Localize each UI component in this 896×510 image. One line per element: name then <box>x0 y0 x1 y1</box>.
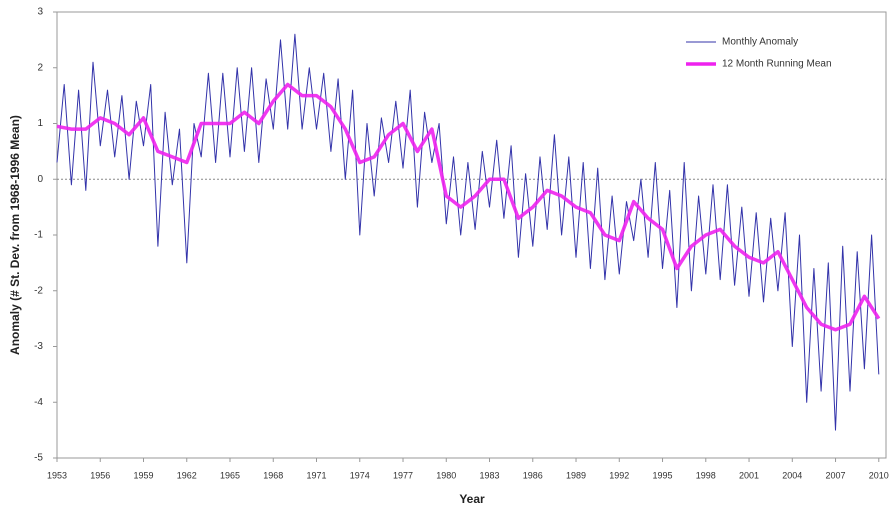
x-tick-label: 1974 <box>350 470 370 480</box>
x-tick-label: 1980 <box>436 470 456 480</box>
x-tick-label: 1962 <box>177 470 197 480</box>
x-tick-label: 2010 <box>869 470 889 480</box>
running-mean-line <box>56 82 881 332</box>
x-tick-label: 2007 <box>826 470 846 480</box>
x-tick-label: 1953 <box>47 470 67 480</box>
y-tick-label: -3 <box>34 341 43 352</box>
x-tick-label: 1977 <box>393 470 413 480</box>
y-axis-title: Anomaly (# St. Dev. from 1968-1996 Mean) <box>8 115 22 355</box>
legend-label: 12 Month Running Mean <box>722 59 832 70</box>
x-tick-label: 1971 <box>306 470 326 480</box>
x-tick-label: 2001 <box>739 470 759 480</box>
x-tick-label: 1989 <box>566 470 586 480</box>
legend-label: Monthly Anomaly <box>722 37 798 48</box>
y-tick-label: 2 <box>37 62 43 73</box>
y-tick-label: -1 <box>34 230 43 241</box>
x-tick-label: 1998 <box>696 470 716 480</box>
y-tick-label: 0 <box>37 174 43 185</box>
x-tick-label: 1986 <box>523 470 543 480</box>
x-tick-label: 1995 <box>653 470 673 480</box>
plot-area <box>56 11 887 459</box>
x-tick-label: 1968 <box>263 470 283 480</box>
x-tick-label: 1983 <box>480 470 500 480</box>
y-tick-label: -2 <box>34 285 43 296</box>
monthly-line <box>56 33 880 431</box>
y-tick-label: -5 <box>34 453 43 464</box>
x-tick-label: 1992 <box>609 470 629 480</box>
y-tick-label: -4 <box>34 397 43 408</box>
x-tick-label: 1959 <box>133 470 153 480</box>
x-axis-title: Year <box>459 492 485 506</box>
x-tick-label: 1965 <box>220 470 240 480</box>
x-tick-label: 1956 <box>90 470 110 480</box>
x-tick-label: 2004 <box>782 470 802 480</box>
y-tick-label: 1 <box>37 118 43 129</box>
y-tick-label: 3 <box>37 7 43 18</box>
